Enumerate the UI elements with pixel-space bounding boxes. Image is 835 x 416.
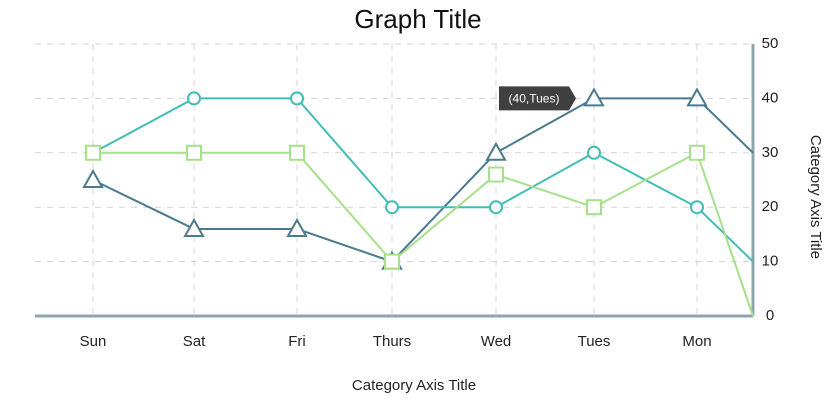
x-tick-label: Thurs — [373, 333, 411, 350]
triangle-point[interactable] — [286, 217, 308, 237]
triangle-point[interactable] — [183, 217, 205, 237]
series-line — [92, 97, 754, 263]
square-point[interactable] — [384, 253, 400, 270]
triangle-point[interactable] — [583, 87, 605, 107]
y-tick-label: 0 — [766, 307, 774, 324]
square-point[interactable] — [186, 144, 202, 161]
triangle-point[interactable] — [485, 141, 507, 161]
y-tick-label: 50 — [762, 35, 779, 52]
y-axis-title: Category Axis Title — [807, 135, 824, 259]
circle-point[interactable] — [290, 91, 304, 106]
x-tick-label: Wed — [481, 333, 512, 350]
data-tooltip: (40,Tues) — [499, 86, 576, 111]
chart-title: Graph Title — [354, 4, 481, 34]
series-line — [92, 97, 754, 263]
circle-point[interactable] — [385, 200, 399, 215]
x-axis-title: Category Axis Title — [352, 377, 476, 394]
square-point[interactable] — [488, 166, 504, 183]
x-tick-labels: Mon Tues Wed Thurs Fri Sat Sun — [80, 333, 712, 350]
tooltip-box — [499, 86, 576, 111]
square-point[interactable] — [586, 199, 602, 216]
x-tick-label: Fri — [288, 333, 306, 350]
square-point[interactable] — [85, 144, 101, 161]
x-tick-label: Tues — [578, 333, 611, 350]
triangle-point[interactable] — [82, 168, 104, 188]
y-tick-label: 20 — [762, 198, 779, 215]
square-point[interactable] — [289, 144, 305, 161]
circle-point[interactable] — [587, 145, 601, 160]
x-tick-label: Sun — [80, 333, 107, 350]
y-tick-label: 30 — [762, 144, 779, 161]
series-line — [93, 151, 754, 317]
circle-point[interactable] — [690, 200, 704, 215]
y-tick-label: 10 — [762, 253, 779, 270]
square-point[interactable] — [689, 144, 705, 161]
triangle-point[interactable] — [686, 87, 708, 107]
tooltip-text: (40,Tues) — [509, 92, 560, 106]
series-lines — [92, 97, 754, 317]
y-tick-labels: 0 10 20 30 40 50 — [762, 35, 779, 324]
x-tick-label: Sat — [183, 333, 206, 350]
axes — [35, 44, 755, 318]
circle-point[interactable] — [187, 91, 201, 106]
y-tick-label: 40 — [762, 89, 779, 106]
x-tick-label: Mon — [682, 333, 711, 350]
series-markers — [82, 87, 708, 270]
circle-point[interactable] — [489, 200, 503, 215]
